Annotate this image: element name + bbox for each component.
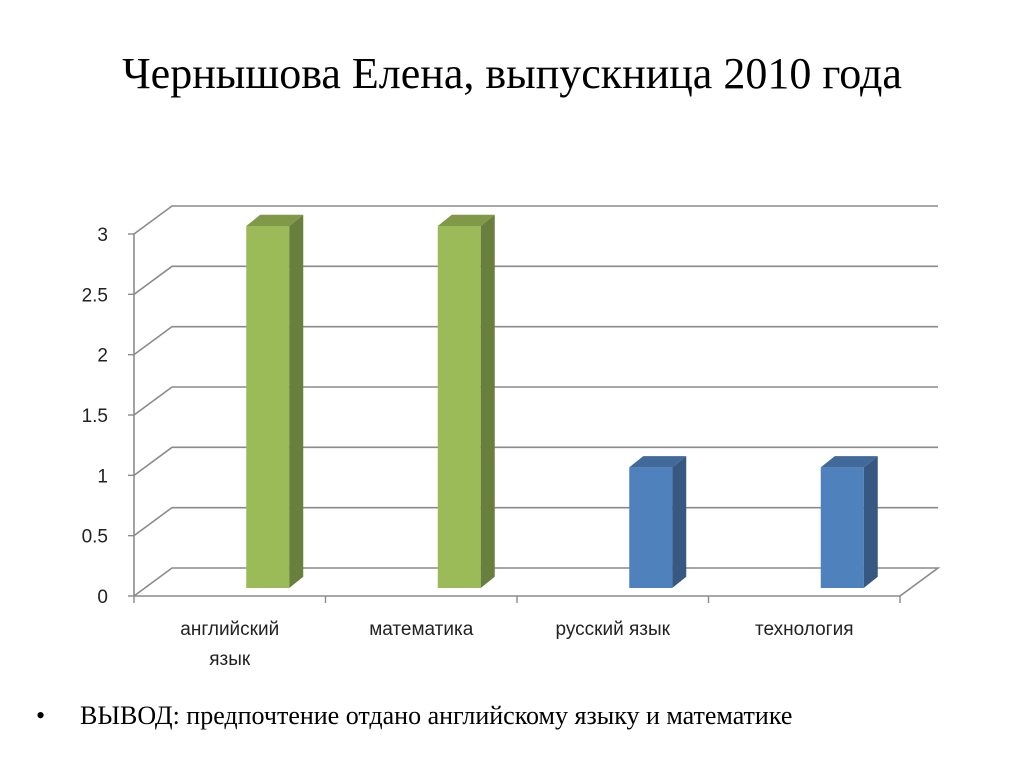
y-tick-label: 2 bbox=[97, 346, 108, 367]
x-category-label-line: английский bbox=[180, 619, 279, 640]
gridline bbox=[133, 325, 938, 356]
y-tick-label: 0 bbox=[97, 587, 108, 608]
gridline bbox=[133, 446, 938, 476]
bar bbox=[820, 456, 878, 588]
x-axis-category-labels: английский язык математика русский язык техн… bbox=[180, 619, 853, 670]
bar-top bbox=[246, 214, 304, 226]
slide-title: Чернышова Елена, выпускница 2010 года bbox=[122, 49, 902, 98]
bar-top bbox=[629, 456, 687, 468]
y-tick-label: 3 bbox=[97, 225, 108, 246]
x-category-label-line: математика bbox=[369, 619, 474, 640]
y-tick-label: 2.5 bbox=[82, 285, 108, 306]
bullet-point: • bbox=[36, 701, 46, 730]
bar bbox=[437, 214, 495, 589]
x-category-label: английский язык bbox=[180, 619, 279, 670]
y-axis-tick-labels: 0 0.5 1 1.5 2 2.5 3 bbox=[82, 225, 108, 608]
gridline bbox=[133, 265, 938, 295]
bar-front bbox=[246, 226, 290, 588]
x-category-label: математика bbox=[369, 619, 474, 640]
bar-front bbox=[820, 467, 864, 588]
bar bbox=[629, 456, 687, 588]
chart-bars bbox=[246, 214, 878, 589]
chart-gridlines bbox=[133, 205, 941, 597]
bar-front bbox=[629, 467, 673, 588]
conclusion-bullet: • ВЫВОД: предпочтение отдано английскому… bbox=[36, 696, 996, 736]
floor-gridline bbox=[133, 567, 941, 597]
y-tick-label: 0.5 bbox=[82, 527, 108, 548]
bar-side bbox=[672, 456, 687, 588]
y-tick-label: 1.5 bbox=[82, 406, 108, 427]
gridline bbox=[133, 205, 938, 235]
bar-top bbox=[437, 214, 495, 226]
y-tick-label: 1 bbox=[97, 466, 108, 487]
bar-front bbox=[437, 226, 481, 588]
gridline bbox=[133, 386, 938, 416]
x-category-label-line: технология bbox=[755, 619, 853, 640]
conclusion-text: ВЫВОД: предпочтение отдано английскому я… bbox=[80, 701, 793, 730]
bar-chart: 0 0.5 1 1.5 2 2.5 3 английский язык математика ру… bbox=[82, 205, 941, 670]
x-category-label: русский язык bbox=[556, 619, 671, 640]
x-category-label-line: русский язык bbox=[556, 619, 671, 640]
bar-top bbox=[820, 456, 878, 468]
bar-side bbox=[289, 214, 304, 589]
chart-axes bbox=[128, 233, 901, 603]
bar-side bbox=[480, 214, 495, 589]
x-category-label: технология bbox=[755, 619, 853, 640]
bar-side bbox=[863, 456, 878, 588]
x-category-label-line: язык bbox=[209, 649, 251, 670]
bar bbox=[246, 214, 304, 589]
